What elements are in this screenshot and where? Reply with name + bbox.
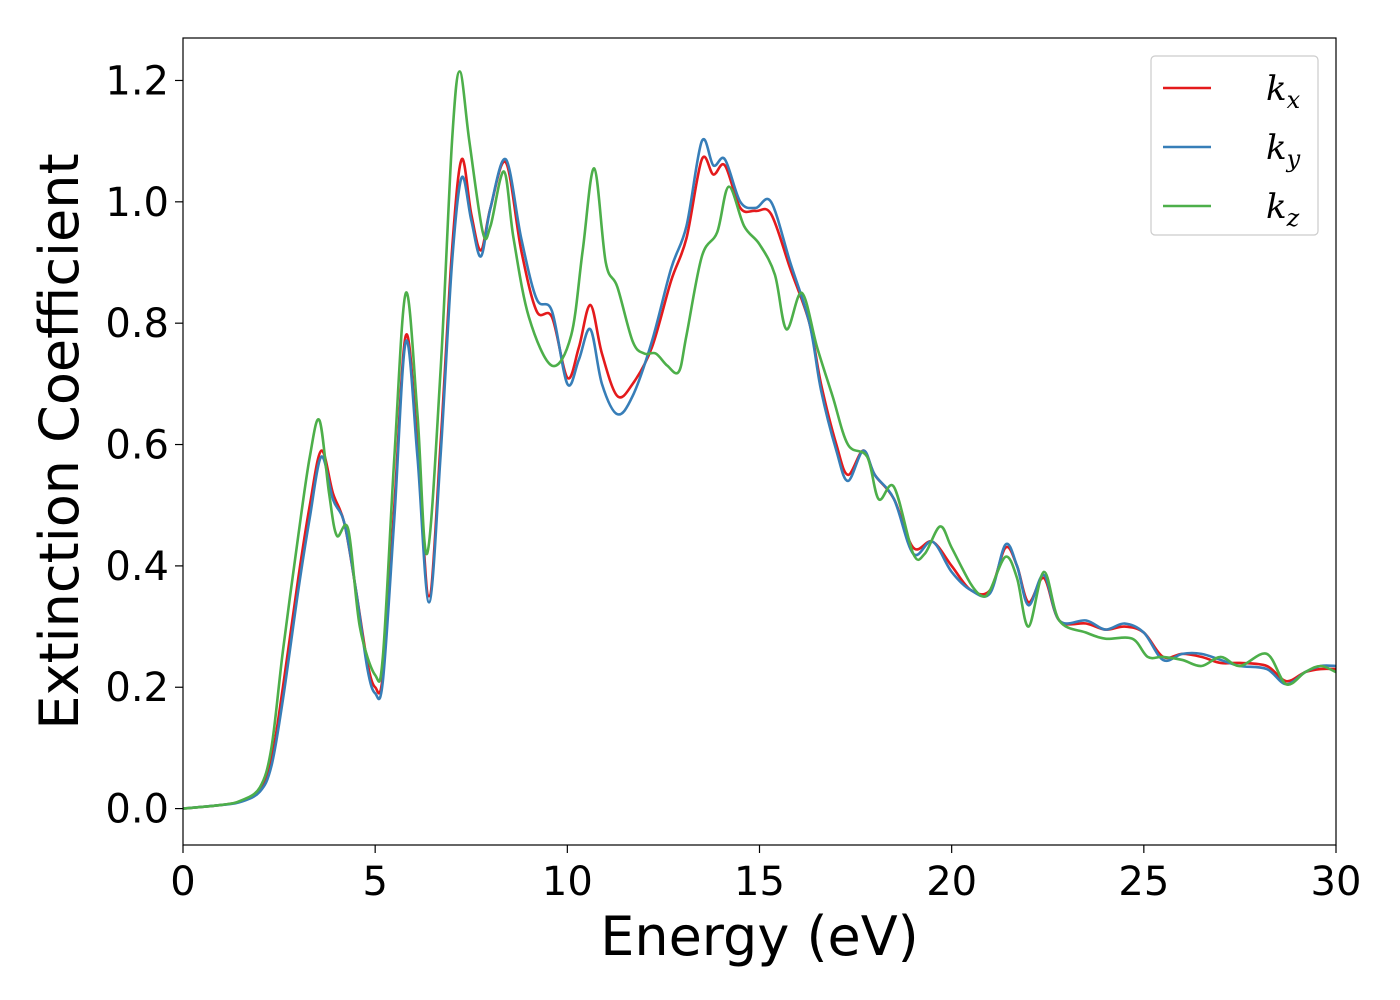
y-tick-label: 0.0 xyxy=(105,787,169,833)
y-tick-label: 1.2 xyxy=(105,58,169,104)
series-line-z xyxy=(183,70,1336,810)
y-tick-label: 0.6 xyxy=(105,423,169,469)
legend-label-y: ky xyxy=(1266,128,1301,173)
x-tick-label: 30 xyxy=(1311,859,1362,905)
x-tick-label: 20 xyxy=(926,859,977,905)
x-tick-label: 5 xyxy=(362,859,387,905)
series-line-x xyxy=(183,155,1336,810)
y-tick-label: 1.0 xyxy=(105,180,169,226)
y-axis-title: Extinction Coefficient xyxy=(28,153,91,729)
y-tick-label: 0.4 xyxy=(105,544,169,590)
series-line-y xyxy=(183,137,1336,810)
legend-label-x: kx xyxy=(1266,69,1301,114)
x-axis-title: Energy (eV) xyxy=(600,905,919,968)
legend-box xyxy=(1150,55,1319,236)
legend: kx ky kz xyxy=(1150,55,1319,236)
x-tick-label: 10 xyxy=(542,859,593,905)
y-tick-label: 0.8 xyxy=(105,301,169,347)
x-tick-label: 25 xyxy=(1118,859,1169,905)
legend-label-z: kz xyxy=(1266,187,1300,232)
x-tick-label: 15 xyxy=(734,859,785,905)
y-axis-ticks: 0.0 0.2 0.4 0.6 0.8 1.0 1.2 xyxy=(105,58,183,833)
y-tick-label: 0.2 xyxy=(105,665,169,711)
x-tick-label: 0 xyxy=(170,859,195,905)
x-axis-ticks: 0 5 10 15 20 25 30 xyxy=(170,845,1361,905)
series-lines xyxy=(183,70,1336,810)
